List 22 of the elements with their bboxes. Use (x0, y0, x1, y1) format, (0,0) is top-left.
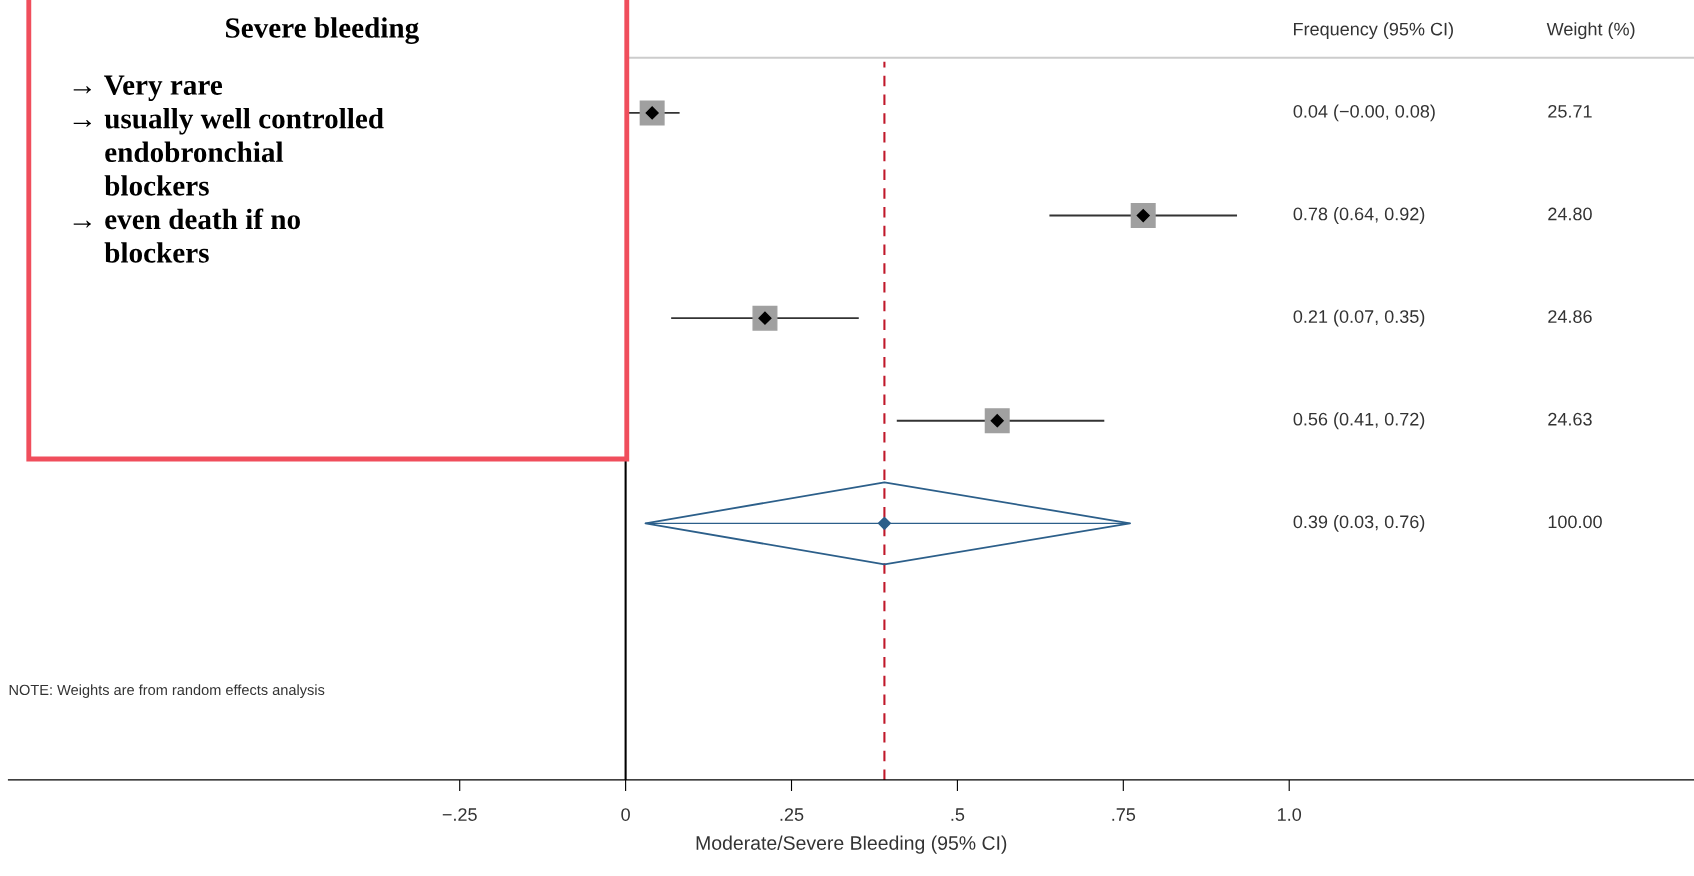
annotation: 0.56 (0.41, 0.72) (1293, 412, 1425, 430)
annotation: → Very rare → usually well controlled endobronchial blockers → even death if no blockers (73, 75, 384, 263)
x-axis-title: Moderate/Severe Bleeding (95% CI) (696, 835, 1007, 854)
x-tick-label: −.25 (442, 808, 477, 821)
annotation: 25.71 (1548, 104, 1592, 118)
annotation: 100.00 (1548, 515, 1602, 529)
x-tick-label: .5 (951, 808, 965, 821)
annotation: 0.39 (0.03, 0.76) (1293, 514, 1425, 532)
annotation: 0.78 (0.64, 0.92) (1293, 207, 1425, 224)
x-tick-label: 1.0 (1278, 808, 1302, 821)
text: Severe bleeding (226, 17, 419, 44)
annotation: 0.04 (−0.00, 0.08) (1293, 104, 1435, 122)
text: Weight (%) (1546, 22, 1635, 40)
annotation: 24.63 (1548, 412, 1592, 426)
x-tick-label: 0 (621, 808, 630, 821)
x-tick-label: .25 (780, 808, 804, 821)
annotation: 24.80 (1548, 207, 1592, 221)
annotation: NOTE: Weights are from random effects analysis (9, 684, 325, 698)
annotation: 24.86 (1548, 310, 1592, 323)
annotation: 0.21 (0.07, 0.35) (1293, 309, 1425, 327)
text: Frequency (95% CI) (1294, 22, 1453, 40)
x-tick-label: .75 (1112, 808, 1136, 821)
